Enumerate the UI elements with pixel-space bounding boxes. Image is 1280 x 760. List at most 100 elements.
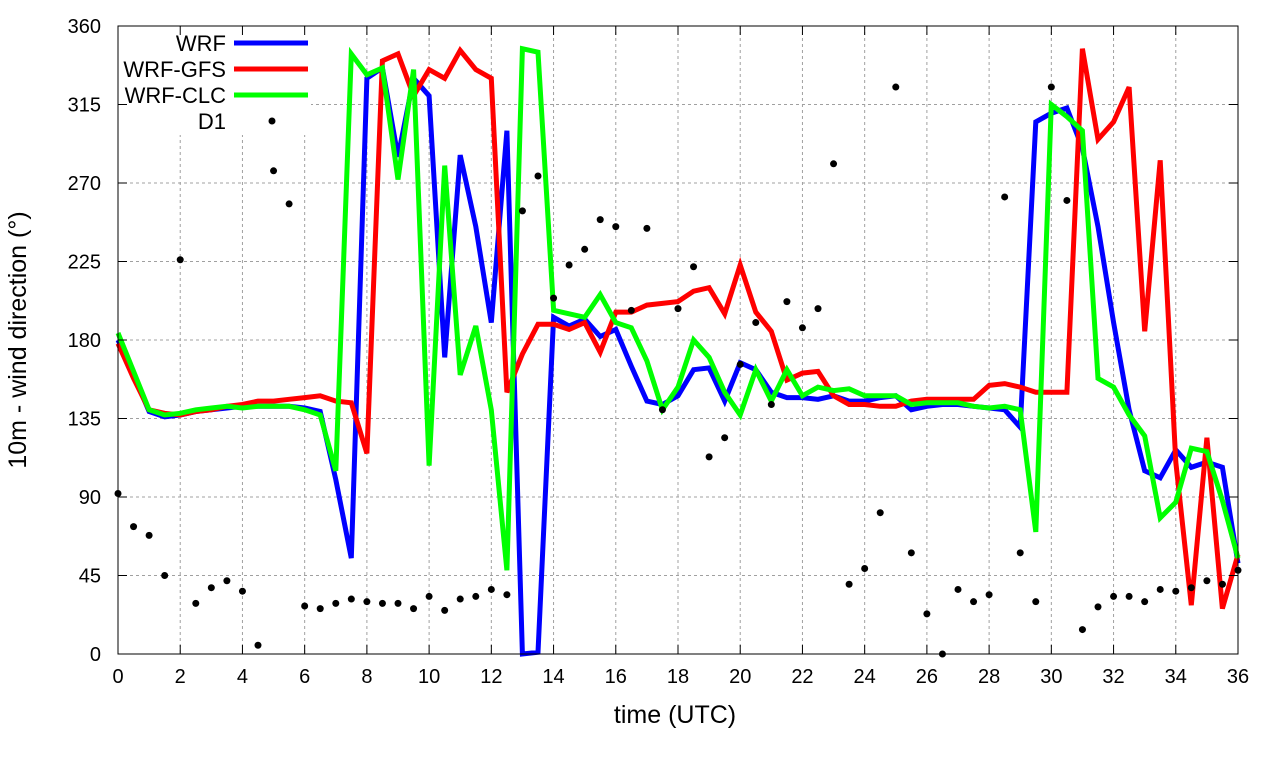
data-point-d1 [752, 319, 760, 327]
data-point-d1 [1156, 585, 1164, 593]
x-axis-label: time (UTC) [614, 701, 736, 729]
data-point-d1 [923, 610, 931, 618]
data-point-d1 [363, 598, 371, 606]
data-point-d1 [456, 595, 464, 603]
data-point-d1 [907, 549, 915, 557]
data-point-d1 [767, 401, 775, 409]
data-point-d1 [627, 306, 635, 314]
x-tick-label: 26 [916, 666, 938, 688]
x-tick-label: 12 [480, 666, 502, 688]
data-point-d1 [970, 598, 978, 606]
legend-label-d1: D1 [198, 109, 226, 134]
data-point-d1 [892, 83, 900, 91]
data-point-d1 [721, 434, 729, 442]
data-point-d1 [332, 599, 340, 607]
x-tick-label: 14 [542, 666, 564, 688]
series-line-wrf-clc [115, 45, 1241, 571]
x-tick-label: 20 [729, 666, 751, 688]
data-point-d1 [487, 585, 495, 593]
data-point-d1 [612, 223, 620, 231]
x-tick-label: 16 [605, 666, 627, 688]
data-point-d1 [207, 584, 215, 592]
data-point-d1 [316, 605, 324, 613]
x-tick-label: 10 [418, 666, 440, 688]
data-point-d1 [1078, 626, 1086, 634]
data-point-d1 [347, 595, 355, 603]
x-tick-label: 36 [1227, 666, 1249, 688]
data-point-d1 [1016, 549, 1024, 557]
data-point-d1 [954, 585, 962, 593]
data-point-d1 [1063, 196, 1071, 204]
y-tick-label: 45 [79, 566, 101, 588]
y-tick-label: 90 [79, 487, 101, 509]
data-point-d1 [1001, 193, 1009, 201]
x-tick-label: 8 [361, 666, 372, 688]
y-tick-label: 135 [68, 409, 101, 431]
data-point-d1 [410, 605, 418, 613]
data-point-d1 [518, 207, 526, 215]
x-tick-label: 6 [299, 666, 310, 688]
series-layer [114, 45, 1242, 658]
data-point-d1 [830, 160, 838, 168]
data-point-d1 [845, 580, 853, 588]
x-tick-label: 22 [791, 666, 813, 688]
legend-swatch-d1 [268, 117, 276, 125]
series-line-wrf-gfs [115, 45, 1241, 610]
legend-label-wrf-gfs: WRF-GFS [123, 57, 226, 82]
data-point-d1 [534, 172, 542, 180]
data-point-d1 [1218, 580, 1226, 588]
grid [118, 26, 1238, 654]
data-point-d1 [130, 523, 138, 531]
data-point-d1 [254, 641, 262, 649]
data-point-d1 [145, 531, 153, 539]
y-tick-label: 270 [68, 173, 101, 195]
data-point-d1 [425, 592, 433, 600]
legend-label-wrf: WRF [176, 31, 226, 56]
data-point-d1 [1141, 598, 1149, 606]
data-point-d1 [783, 298, 791, 306]
data-point-d1 [550, 294, 558, 302]
data-point-d1 [176, 256, 184, 264]
data-point-d1 [394, 599, 402, 607]
data-point-d1 [1187, 584, 1195, 592]
x-tick-label: 18 [667, 666, 689, 688]
data-point-d1 [643, 224, 651, 232]
data-point-d1 [1203, 577, 1211, 585]
data-point-d1 [985, 591, 993, 599]
data-point-d1 [1047, 83, 1055, 91]
x-tick-label: 28 [978, 666, 1000, 688]
data-point-d1 [223, 577, 231, 585]
data-point-d1 [301, 602, 309, 610]
x-tick-label: 4 [237, 666, 248, 688]
data-point-d1 [658, 406, 666, 414]
x-tick-label: 24 [854, 666, 876, 688]
data-point-d1 [238, 587, 246, 595]
data-point-d1 [705, 453, 713, 461]
data-point-d1 [581, 245, 589, 253]
data-point-d1 [1110, 592, 1118, 600]
data-point-d1 [270, 167, 278, 175]
x-tick-label: 2 [175, 666, 186, 688]
data-point-d1 [378, 599, 386, 607]
data-point-d1 [1032, 598, 1040, 606]
data-point-d1 [565, 261, 573, 269]
data-point-d1 [1125, 592, 1133, 600]
data-point-d1 [1094, 603, 1102, 611]
data-point-d1 [285, 200, 293, 208]
data-point-d1 [503, 591, 511, 599]
axis-ticks: 0 2 4 6 8 10 12 14 16 18 20 22 24 26 28 30 32 34 360459013… [68, 16, 1250, 688]
x-tick-label: 30 [1040, 666, 1062, 688]
data-point-d1 [798, 324, 806, 332]
y-tick-label: 360 [68, 16, 101, 38]
y-tick-label: 0 [90, 644, 101, 666]
data-point-d1 [876, 509, 884, 517]
data-point-d1 [596, 216, 604, 224]
legend-label-wrf-clc: WRF-CLC [125, 83, 227, 108]
data-point-d1 [161, 572, 169, 579]
x-tick-label: 32 [1102, 666, 1124, 688]
y-tick-label: 315 [68, 95, 101, 117]
y-tick-label: 225 [68, 252, 101, 274]
data-point-d1 [674, 305, 682, 313]
y-tick-label: 180 [68, 330, 101, 352]
